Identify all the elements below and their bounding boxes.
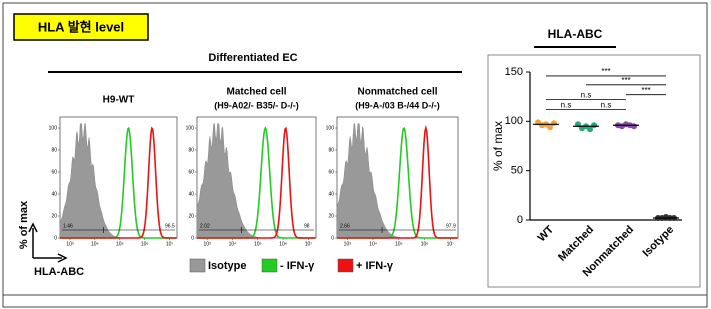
panel-title: H9-WT	[103, 95, 135, 106]
y-tick-label: 0	[331, 235, 334, 241]
legend-swatch	[189, 258, 206, 273]
hist-y-label: % of max	[18, 200, 30, 249]
legend-swatch	[261, 258, 278, 273]
x-tick-label: 10³	[66, 241, 74, 247]
chart-title: HLA-ABC	[548, 27, 603, 41]
label-box	[13, 13, 149, 41]
x-tick-label: 10⁵	[254, 241, 262, 247]
y-axis-label: % of max	[491, 121, 505, 171]
plus-ifn-curve	[337, 124, 458, 239]
y-tick-label: 20	[188, 213, 194, 219]
y-tick-label: 40	[328, 191, 334, 197]
panel-subtitle: (H9-A02/- B35/- D-/-)	[214, 100, 299, 110]
x-tick-label: 10⁶	[279, 241, 287, 247]
gate-right: 96.5	[165, 223, 175, 229]
y-tick-label: 40	[188, 191, 194, 197]
plus-ifn-curve	[197, 126, 316, 239]
point	[547, 124, 553, 131]
x-tick-label: 10⁷	[166, 241, 174, 247]
y-tick-label: 80	[328, 147, 334, 153]
x-tick-label: 10³	[204, 241, 212, 247]
y-tick-label: 40	[51, 191, 57, 197]
gate-right: 98	[304, 223, 310, 229]
label: HLA 발현 level	[38, 19, 124, 34]
section-title: Differentiated EC	[208, 52, 297, 64]
y-tick-label: 20	[328, 213, 334, 219]
annotation: ***	[601, 67, 610, 76]
gate-left: 2.02	[200, 223, 210, 229]
y-tick-label: 0	[517, 214, 523, 226]
y-tick-label: 60	[188, 169, 194, 175]
y-tick-label: 60	[328, 169, 334, 175]
x-tick-label: Matched	[556, 224, 596, 264]
x-tick-label: 10⁷	[447, 241, 455, 247]
x-tick-label: 10⁵	[395, 241, 403, 247]
x-tick-label: Isotype	[640, 224, 676, 260]
hist-x-label: HLA-ABC	[34, 266, 84, 278]
annotation: ***	[621, 76, 630, 85]
plus-ifn-curve	[60, 126, 177, 239]
annotation: ***	[641, 86, 650, 95]
legend-swatch	[337, 258, 354, 273]
x-tick-label: 10⁶	[141, 241, 149, 247]
legend-label: Isotype	[208, 260, 247, 272]
point	[631, 123, 637, 130]
y-tick-label: 80	[51, 147, 57, 153]
x-tick-label: 10⁶	[421, 241, 429, 247]
x-arrow-head	[57, 253, 68, 263]
x-tick-label: 10⁷	[305, 241, 313, 247]
y-tick-label: 50	[511, 165, 523, 177]
legend-label: - IFN-γ	[280, 260, 315, 272]
y-tick-label: 100	[326, 125, 335, 131]
annotation: n.s	[601, 101, 612, 110]
y-tick-label: 100	[505, 115, 523, 127]
y-tick-label: 0	[54, 235, 57, 241]
gate-left: 1.46	[63, 223, 73, 229]
point	[591, 122, 597, 129]
gate-left: 2.66	[340, 223, 350, 229]
y-tick-label: 100	[49, 125, 58, 131]
point	[587, 126, 593, 133]
annotation: n.s	[581, 91, 592, 100]
y-tick-label: 20	[51, 213, 57, 219]
y-tick-label: 150	[505, 66, 523, 78]
x-tick-label: 10⁴	[91, 241, 99, 247]
y-tick-label: 100	[186, 125, 195, 131]
x-tick-label: WT	[536, 223, 557, 244]
y-tick-label: 0	[191, 235, 194, 241]
y-tick-label: 60	[51, 169, 57, 175]
panel-subtitle: (H9-A-/03 B-/44 D-/-)	[355, 100, 440, 110]
x-tick-label: 10⁴	[369, 241, 377, 247]
x-tick-label: 10⁵	[116, 241, 124, 247]
point	[551, 120, 557, 127]
x-tick-label: 10³	[344, 241, 352, 247]
x-tick-label: 10⁴	[229, 241, 237, 247]
y-arrow-head	[28, 222, 38, 233]
legend-label: + IFN-γ	[356, 260, 394, 272]
y-tick-label: 80	[188, 147, 194, 153]
footer-frame	[2, 294, 708, 308]
gate-right: 97.9	[446, 223, 456, 229]
panel-title: Nonmatched cell	[357, 87, 437, 98]
panel-title: Matched cell	[226, 87, 286, 98]
plot-frame	[487, 54, 701, 288]
annotation: n.s	[561, 101, 572, 110]
